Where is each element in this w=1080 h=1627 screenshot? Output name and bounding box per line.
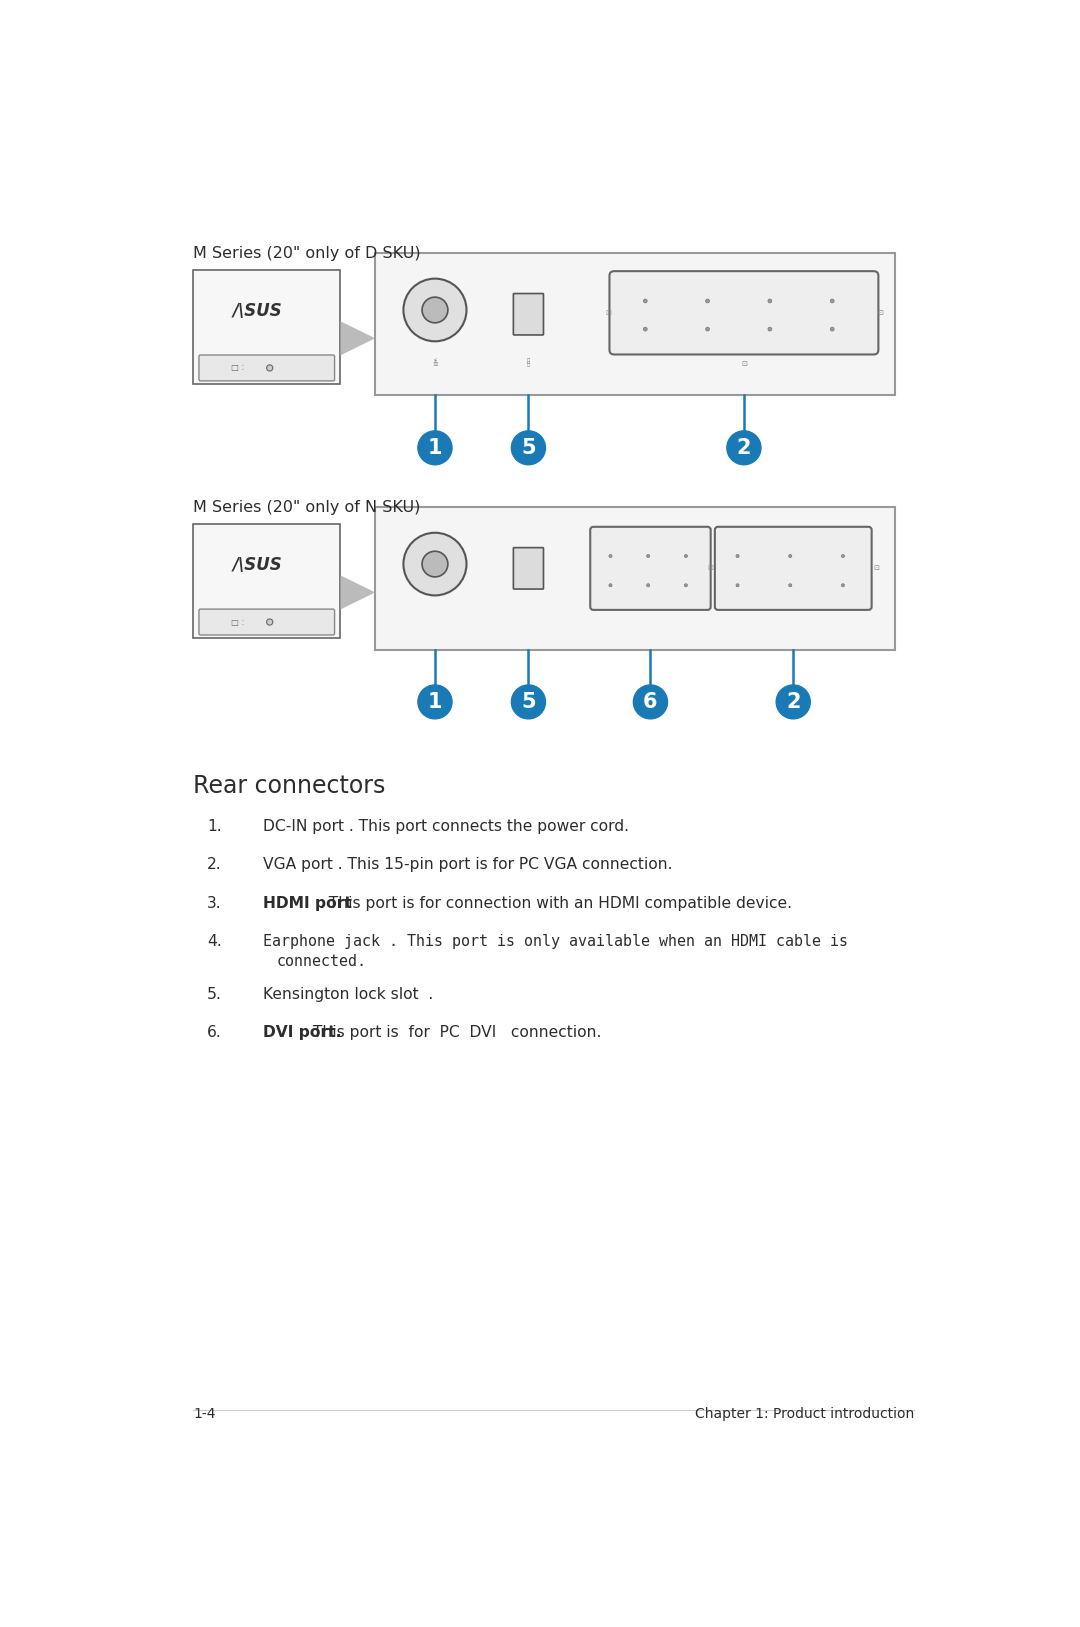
Text: 5.: 5.: [207, 988, 222, 1002]
Circle shape: [647, 555, 650, 558]
Circle shape: [735, 555, 739, 558]
Text: ⚡: ⚡: [432, 358, 437, 364]
Text: 5: 5: [522, 438, 536, 457]
Circle shape: [788, 584, 792, 587]
Text: M Series (20" only of D SKU): M Series (20" only of D SKU): [193, 246, 421, 260]
FancyBboxPatch shape: [193, 524, 340, 638]
FancyBboxPatch shape: [591, 527, 711, 610]
Text: DC-IN port . This port connects the power cord.: DC-IN port . This port connects the powe…: [262, 818, 629, 835]
Circle shape: [768, 327, 772, 330]
Circle shape: [647, 584, 650, 587]
Text: . This port is for connection with an HDMI compatible device.: . This port is for connection with an HD…: [320, 896, 793, 911]
Text: ⊡: ⊡: [707, 565, 713, 571]
Text: ⊡: ⊡: [877, 309, 882, 316]
Circle shape: [831, 327, 834, 330]
Text: /\SUS: /\SUS: [233, 303, 283, 321]
Text: This port is  for  PC  DVI   connection.: This port is for PC DVI connection.: [308, 1025, 602, 1040]
Circle shape: [705, 299, 710, 303]
Circle shape: [727, 431, 761, 465]
Circle shape: [831, 299, 834, 303]
FancyBboxPatch shape: [513, 293, 543, 335]
Text: □ :: □ :: [231, 618, 244, 626]
Circle shape: [422, 552, 448, 578]
FancyBboxPatch shape: [513, 548, 543, 589]
Circle shape: [735, 584, 739, 587]
Polygon shape: [340, 321, 375, 355]
Circle shape: [705, 327, 710, 330]
Text: 3.: 3.: [207, 896, 221, 911]
Text: HDMI port: HDMI port: [262, 896, 352, 911]
Text: ≡: ≡: [432, 361, 437, 368]
Text: Chapter 1: Product introduction: Chapter 1: Product introduction: [694, 1407, 914, 1420]
Circle shape: [644, 327, 647, 330]
Text: □ :: □ :: [231, 363, 244, 373]
Text: /\SUS: /\SUS: [233, 556, 283, 574]
Text: 5: 5: [522, 691, 536, 713]
Text: 1: 1: [428, 438, 442, 457]
Text: 6.: 6.: [207, 1025, 221, 1040]
Text: DVI port.: DVI port.: [262, 1025, 341, 1040]
Text: 2: 2: [737, 438, 752, 457]
Text: Earphone jack . This port is only available when an HDMI cable is: Earphone jack . This port is only availa…: [262, 934, 848, 950]
Text: ⊡: ⊡: [874, 565, 879, 571]
Circle shape: [841, 555, 845, 558]
Circle shape: [404, 532, 467, 595]
FancyBboxPatch shape: [375, 508, 894, 649]
Text: Kensington lock slot  .: Kensington lock slot .: [262, 988, 433, 1002]
Text: 1: 1: [428, 691, 442, 713]
Text: 1-4: 1-4: [193, 1407, 216, 1420]
FancyBboxPatch shape: [375, 252, 894, 395]
Text: VGA port . This 15-pin port is for PC VGA connection.: VGA port . This 15-pin port is for PC VG…: [262, 857, 673, 872]
Circle shape: [609, 555, 612, 558]
Circle shape: [777, 685, 810, 719]
Circle shape: [422, 298, 448, 322]
FancyBboxPatch shape: [193, 270, 340, 384]
Text: 2.: 2.: [207, 857, 221, 872]
Text: Rear connectors: Rear connectors: [193, 774, 386, 799]
Circle shape: [788, 555, 792, 558]
FancyBboxPatch shape: [199, 608, 335, 635]
Circle shape: [685, 584, 687, 587]
Text: connected.: connected.: [276, 955, 367, 970]
Circle shape: [511, 431, 545, 465]
Text: 1.: 1.: [207, 818, 221, 835]
Circle shape: [841, 584, 845, 587]
Text: 🔑: 🔑: [527, 361, 530, 368]
FancyBboxPatch shape: [609, 272, 878, 355]
Circle shape: [644, 299, 647, 303]
Circle shape: [511, 685, 545, 719]
Circle shape: [418, 685, 453, 719]
Circle shape: [404, 278, 467, 342]
Circle shape: [633, 685, 667, 719]
Polygon shape: [340, 576, 375, 610]
Circle shape: [685, 555, 687, 558]
FancyBboxPatch shape: [199, 355, 335, 381]
Text: 🔒: 🔒: [527, 358, 530, 364]
Text: 6: 6: [644, 691, 658, 713]
Text: ⊡: ⊡: [605, 309, 611, 316]
Circle shape: [418, 431, 453, 465]
Circle shape: [267, 618, 273, 625]
Text: 2: 2: [786, 691, 800, 713]
Circle shape: [267, 364, 273, 371]
Text: M Series (20" only of N SKU): M Series (20" only of N SKU): [193, 499, 420, 514]
FancyBboxPatch shape: [715, 527, 872, 610]
Text: ⊡: ⊡: [741, 361, 747, 368]
Circle shape: [768, 299, 772, 303]
Text: 4.: 4.: [207, 934, 221, 950]
Circle shape: [609, 584, 612, 587]
